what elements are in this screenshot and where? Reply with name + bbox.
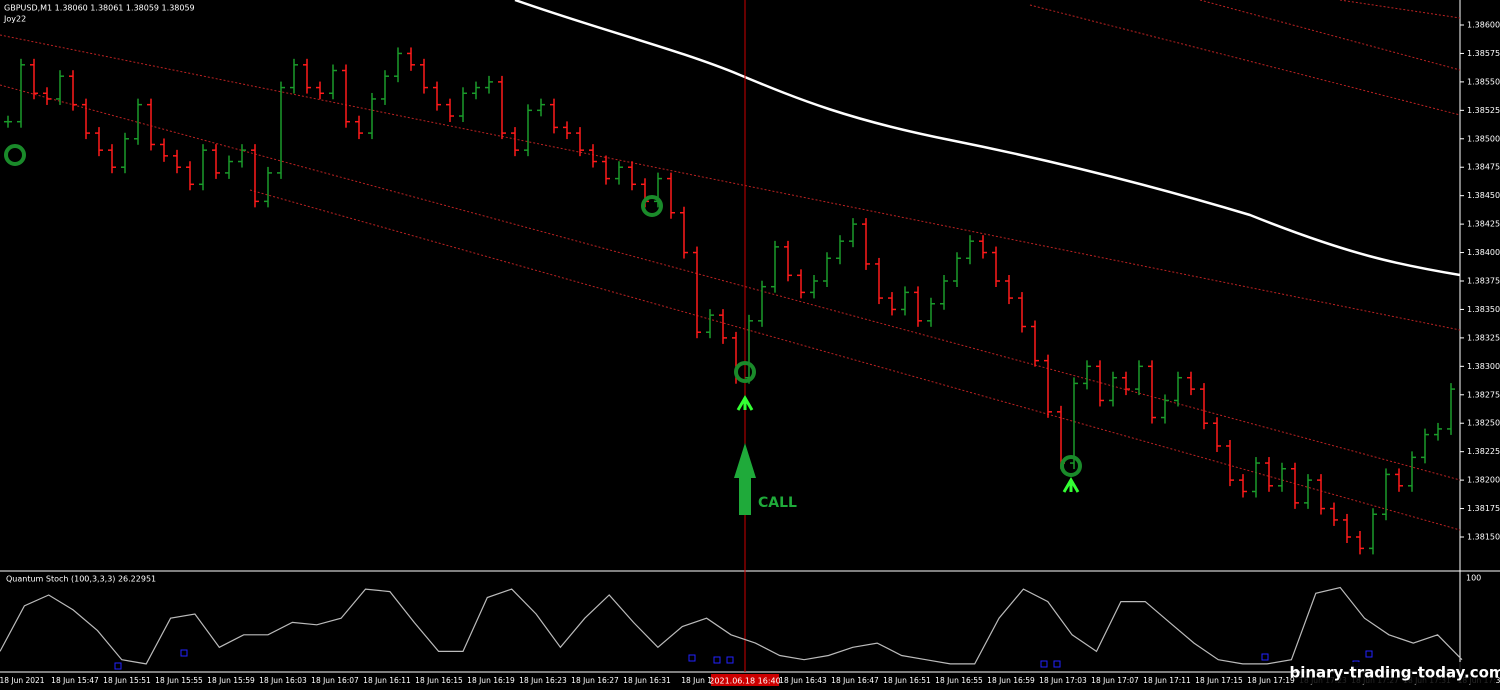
time-label: 18 Jun 17:07 [1091,676,1139,685]
stoch-marker [1040,660,1048,668]
price-label: 1.38475 [1467,163,1500,172]
signal-icon [4,144,26,166]
moving-average [514,0,1461,277]
price-label: 1.38350 [1467,305,1500,314]
price-label: 1.38150 [1467,533,1500,542]
channel-line [1199,0,1461,71]
time-label: 18 Jun 16:31 [623,676,671,685]
cursor-time-box [711,674,779,686]
channel-line [0,34,1461,331]
price-label: 1.38325 [1467,333,1500,342]
time-label: 18 Jun 16:23 [519,676,567,685]
call-arrow-small [1062,477,1080,493]
channel-line [0,84,1461,481]
call-arrow [734,443,756,515]
time-label: 18 Jun 16:11 [363,676,411,685]
time-label: 18 Jun 15:59 [207,676,255,685]
time-label: 18 Jun 15:51 [103,676,151,685]
time-label: 18 Jun 15:47 [51,676,99,685]
time-label: 18 Jun 16:55 [935,676,983,685]
cursor-time: 2021.06.18 16:40 [709,677,780,686]
signal-icons [4,144,1082,477]
channel-line [1029,4,1461,116]
time-label: 18 Jun 16:59 [987,676,1035,685]
stoch-line [0,586,1463,665]
time-label: 18 Jun 16:03 [259,676,307,685]
price-label: 1.38550 [1467,77,1500,86]
price-label: 1.38225 [1467,447,1500,456]
price-label: 1.38275 [1467,390,1500,399]
price-label: 1.38175 [1467,504,1500,513]
price-axis-bg [1460,0,1500,690]
time-label: 18 Jun 16:19 [467,676,515,685]
stoch-label: Quantum Stoch (100,3,3,3) 26.22951 [6,575,156,584]
stoch-marker [688,654,696,662]
time-label: 18 Jun 17:19 [1247,676,1295,685]
stoch-marker [1261,653,1269,661]
price-label: 1.38250 [1467,419,1500,428]
symbol-info: GBPUSD,M1 1.38060 1.38061 1.38059 1.3805… [4,4,195,13]
signal-icon [641,195,663,217]
stoch-marker [726,656,734,664]
indicator-name: Joy22 [3,15,26,24]
price-label: 1.38525 [1467,106,1500,115]
stoch-marker [1365,650,1373,658]
stoch-marker [180,649,188,657]
price-label: 1.38600 [1467,21,1500,30]
channel-line [249,189,1461,531]
channel-line [1339,0,1461,19]
time-label: 18 Jun 2021 [0,676,45,685]
call-arrow-small [736,395,754,411]
time-label: 18 Jun 16:15 [415,676,463,685]
time-label: 18 Jun 17:11 [1143,676,1191,685]
price-label: 1.38425 [1467,220,1500,229]
stoch-marker [713,656,721,664]
watermark: binary-trading-today.com [1289,664,1500,682]
stoch-markers [114,649,1373,670]
time-label: 18 Jun 17:15 [1195,676,1243,685]
price-label: 1.38200 [1467,476,1500,485]
time-label: 18 Jun 16:47 [831,676,879,685]
price-label: 1.38450 [1467,191,1500,200]
bars [4,47,1455,555]
watermark-bg [1300,662,1495,684]
time-label: 18 Jun 16 [681,676,717,685]
stoch-marker [114,662,122,670]
price-label: 1.38300 [1467,362,1500,371]
price-label: 1.38400 [1467,248,1500,257]
time-label: 18 Jun 16:27 [571,676,619,685]
time-label: 18 Jun 16:51 [883,676,931,685]
call-label: CALL [758,495,797,511]
stoch-marker [1053,660,1061,668]
signal-icon [1060,455,1082,477]
signal-icon [734,361,756,383]
price-label: 1.38375 [1467,277,1500,286]
stoch-top-label: 100 [1466,574,1481,583]
time-label: 18 Jun 15:55 [155,676,203,685]
price-label: 1.38575 [1467,49,1500,58]
time-label: 18 Jun 17:03 [1039,676,1087,685]
time-label: 18 Jun 16:43 [779,676,827,685]
price-label: 1.38500 [1467,134,1500,143]
time-label: 18 Jun 16:07 [311,676,359,685]
